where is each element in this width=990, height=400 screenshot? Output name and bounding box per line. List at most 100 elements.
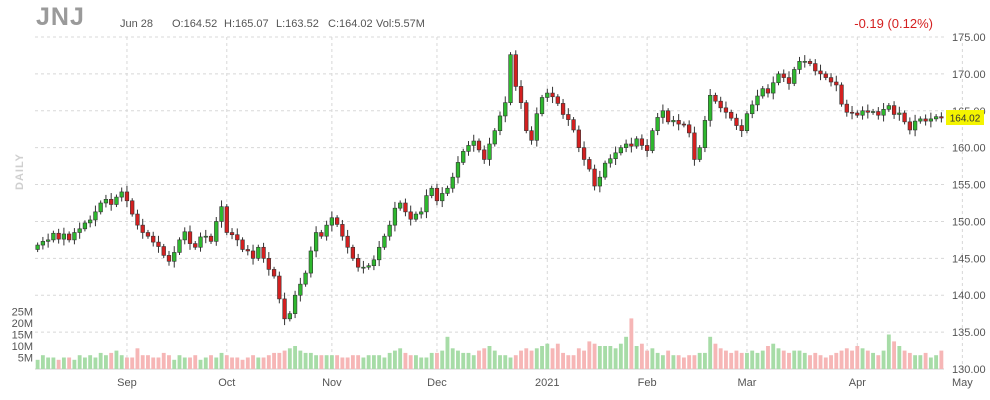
volume-bar — [666, 350, 671, 369]
candle-body — [172, 252, 177, 262]
x-tick-label: Sep — [117, 377, 137, 389]
volume-bar — [524, 348, 529, 369]
candle-body — [350, 246, 356, 259]
candle-body — [235, 234, 240, 241]
candle-body — [119, 191, 124, 198]
volume-bar — [35, 359, 40, 369]
candle-body — [723, 107, 729, 113]
candle-body — [471, 140, 476, 146]
candle-body — [902, 112, 907, 123]
candle-body — [67, 233, 72, 241]
candle-body — [193, 243, 198, 248]
candle-body — [334, 217, 340, 225]
volume-bar — [839, 350, 844, 369]
volume-bar — [361, 357, 366, 369]
candle-body — [308, 250, 313, 274]
volume-bar — [487, 346, 492, 369]
volume-bar — [818, 355, 823, 369]
y-tick-label: 160.00 — [952, 143, 986, 155]
candle-body — [786, 77, 792, 84]
volume-bar — [755, 352, 760, 369]
candle-body — [277, 275, 282, 300]
volume-bar — [445, 336, 450, 369]
candle-body — [765, 88, 771, 94]
volume-bar — [613, 348, 618, 369]
volume-bar — [109, 352, 114, 369]
candle-body — [828, 77, 834, 83]
volume-bar — [350, 355, 355, 369]
y-tick-label: 175.00 — [952, 32, 986, 44]
volume-bar — [440, 350, 445, 369]
volume-bar — [713, 343, 718, 369]
candle-body — [618, 147, 623, 154]
candle-body — [876, 111, 881, 116]
volume-bar — [881, 350, 886, 369]
candle-body — [261, 246, 266, 259]
volume-bar — [876, 355, 881, 369]
candle-body — [166, 255, 172, 262]
candle-body — [560, 103, 566, 115]
volume-bar — [676, 355, 681, 369]
candle-body — [687, 124, 692, 134]
candle-body — [529, 130, 534, 141]
volume-bar — [272, 352, 276, 369]
candle-body — [734, 117, 739, 126]
candle-body — [676, 120, 681, 125]
candle-body — [219, 206, 224, 222]
volume-bar — [844, 348, 849, 369]
candle-body — [933, 116, 939, 120]
volume-bar — [308, 352, 313, 369]
candle-body — [918, 118, 923, 122]
volume-bar — [319, 355, 324, 369]
volume-bar — [645, 350, 650, 369]
candle-body — [292, 294, 298, 314]
candle-body — [524, 102, 529, 131]
volume-bars — [35, 318, 944, 369]
candle-body — [592, 168, 597, 187]
volume-bar — [429, 352, 434, 369]
candle-body — [907, 121, 912, 131]
quote-low: L:163.52 — [276, 18, 319, 30]
volume-bar — [419, 357, 424, 369]
volume-bar — [167, 355, 171, 369]
volume-bar — [387, 352, 392, 369]
volume-bar — [571, 355, 576, 369]
candle-body — [708, 94, 713, 121]
candle-body — [88, 219, 93, 224]
volume-bar — [392, 350, 397, 369]
candle-body — [408, 211, 413, 220]
y-axis: 130.00 135.00 140.00 145.00 150.00 155.00 160.… — [952, 32, 986, 376]
volume-bar — [624, 336, 629, 369]
volume-bar — [377, 355, 382, 369]
ticker-symbol: JNJ — [36, 3, 85, 31]
candle-body — [46, 239, 51, 242]
quote-high: H:165.07 — [224, 18, 269, 30]
candle-body — [245, 249, 250, 252]
candle-body — [750, 104, 755, 115]
volume-bar — [256, 357, 261, 369]
candle-body — [403, 202, 408, 213]
volume-bar — [823, 357, 828, 369]
volume-bar — [519, 350, 523, 369]
candle-body — [229, 232, 235, 236]
volume-bar — [813, 352, 818, 369]
volume-bar — [93, 357, 98, 369]
volume-bar — [934, 355, 939, 369]
candle-body — [813, 63, 818, 72]
volume-bar — [382, 357, 387, 369]
volume-bar — [46, 357, 51, 369]
candle-body — [760, 88, 765, 97]
volume-bar — [808, 355, 812, 369]
candle-body — [250, 250, 256, 259]
volume-bar — [766, 346, 770, 369]
volume-bar — [582, 350, 587, 369]
volume-bar — [125, 357, 129, 369]
candle-body — [844, 103, 849, 113]
candle-body — [629, 143, 634, 147]
candle-body — [340, 224, 345, 237]
candle-body — [413, 213, 419, 220]
candle-body — [377, 246, 382, 261]
volume-bar — [456, 350, 460, 369]
volume-bar — [902, 350, 907, 369]
